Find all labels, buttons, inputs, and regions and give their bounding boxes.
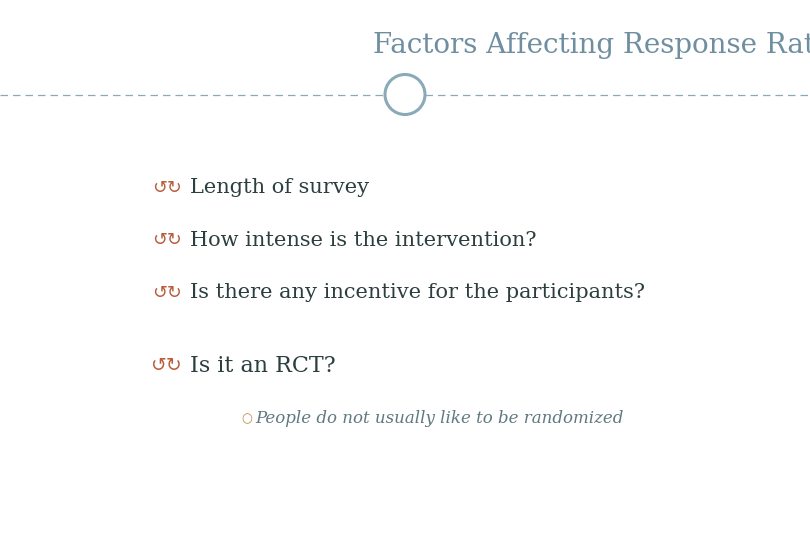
Text: Factors Affecting Response Rates: Factors Affecting Response Rates (373, 32, 810, 59)
Text: Is there any incentive for the participants?: Is there any incentive for the participa… (190, 284, 646, 302)
Text: ↺↻: ↺↻ (152, 231, 182, 249)
Text: People do not usually like to be randomized: People do not usually like to be randomi… (255, 410, 624, 427)
Text: Length of survey: Length of survey (190, 178, 369, 197)
Text: Is it an RCT?: Is it an RCT? (190, 355, 336, 377)
Ellipse shape (385, 75, 425, 114)
Text: ○: ○ (241, 412, 253, 425)
Text: ↺↻: ↺↻ (152, 284, 182, 302)
Text: ↺↻: ↺↻ (151, 356, 182, 375)
Text: Sampling: Sampling (16, 515, 76, 528)
Text: ↺↻: ↺↻ (152, 179, 182, 197)
Text: How intense is the intervention?: How intense is the intervention? (190, 231, 537, 250)
Text: 16: 16 (778, 515, 794, 528)
